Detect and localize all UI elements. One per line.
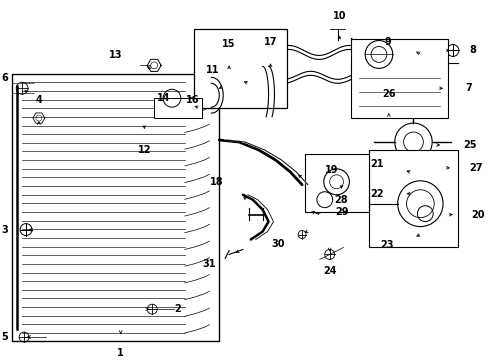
Text: 29: 29 — [334, 207, 347, 217]
Bar — [368, 150, 457, 247]
Text: 17: 17 — [263, 37, 277, 48]
Text: 31: 31 — [203, 260, 216, 269]
Text: 15: 15 — [222, 40, 235, 49]
Bar — [351, 39, 447, 118]
Text: 7: 7 — [465, 83, 471, 93]
Text: 13: 13 — [109, 50, 122, 60]
Text: 14: 14 — [156, 93, 170, 103]
Text: 18: 18 — [209, 177, 223, 187]
Text: 3: 3 — [1, 225, 8, 235]
Text: 26: 26 — [381, 89, 395, 99]
Text: 6: 6 — [1, 73, 8, 83]
Text: 5: 5 — [1, 332, 8, 342]
Text: 21: 21 — [369, 159, 383, 169]
Bar — [154, 98, 201, 118]
Text: 8: 8 — [468, 45, 476, 55]
Text: 27: 27 — [468, 163, 482, 173]
Bar — [12, 74, 219, 341]
Text: 20: 20 — [471, 210, 484, 220]
Text: 28: 28 — [334, 195, 347, 205]
Text: 12: 12 — [137, 145, 151, 155]
Text: 1: 1 — [117, 348, 124, 358]
Bar — [193, 28, 286, 108]
Text: 23: 23 — [380, 240, 393, 251]
Text: 11: 11 — [205, 66, 219, 75]
Text: 25: 25 — [462, 140, 475, 150]
Text: 19: 19 — [324, 165, 338, 175]
Text: 24: 24 — [322, 266, 336, 276]
Text: 30: 30 — [271, 239, 285, 249]
Text: 16: 16 — [185, 95, 199, 105]
Bar — [305, 154, 368, 212]
Text: 4: 4 — [36, 95, 42, 105]
Text: 10: 10 — [332, 11, 346, 21]
Text: 2: 2 — [174, 304, 180, 314]
Text: 9: 9 — [383, 37, 390, 48]
Text: 22: 22 — [369, 189, 383, 199]
